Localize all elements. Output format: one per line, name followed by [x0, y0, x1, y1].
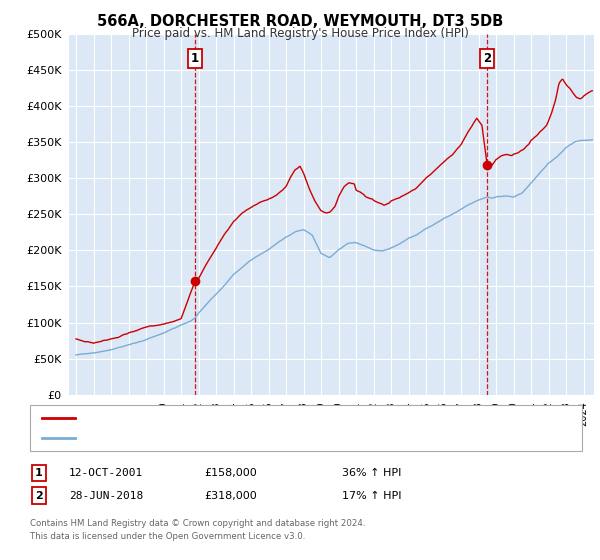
Text: 1: 1 — [35, 468, 43, 478]
Text: £318,000: £318,000 — [204, 491, 257, 501]
Text: 566A, DORCHESTER ROAD, WEYMOUTH, DT3 5DB (semi-detached house): 566A, DORCHESTER ROAD, WEYMOUTH, DT3 5DB… — [84, 413, 486, 423]
Text: 28-JUN-2018: 28-JUN-2018 — [69, 491, 143, 501]
Text: 36% ↑ HPI: 36% ↑ HPI — [342, 468, 401, 478]
Text: £158,000: £158,000 — [204, 468, 257, 478]
Text: HPI: Average price, semi-detached house, Dorset: HPI: Average price, semi-detached house,… — [84, 433, 353, 443]
Text: 12-OCT-2001: 12-OCT-2001 — [69, 468, 143, 478]
Text: 566A, DORCHESTER ROAD, WEYMOUTH, DT3 5DB: 566A, DORCHESTER ROAD, WEYMOUTH, DT3 5DB — [97, 14, 503, 29]
Text: Price paid vs. HM Land Registry's House Price Index (HPI): Price paid vs. HM Land Registry's House … — [131, 27, 469, 40]
Text: 2: 2 — [483, 52, 491, 64]
Text: Contains HM Land Registry data © Crown copyright and database right 2024.: Contains HM Land Registry data © Crown c… — [30, 519, 365, 528]
Text: 1: 1 — [191, 52, 199, 64]
Text: This data is licensed under the Open Government Licence v3.0.: This data is licensed under the Open Gov… — [30, 532, 305, 541]
Text: 17% ↑ HPI: 17% ↑ HPI — [342, 491, 401, 501]
Text: 2: 2 — [35, 491, 43, 501]
